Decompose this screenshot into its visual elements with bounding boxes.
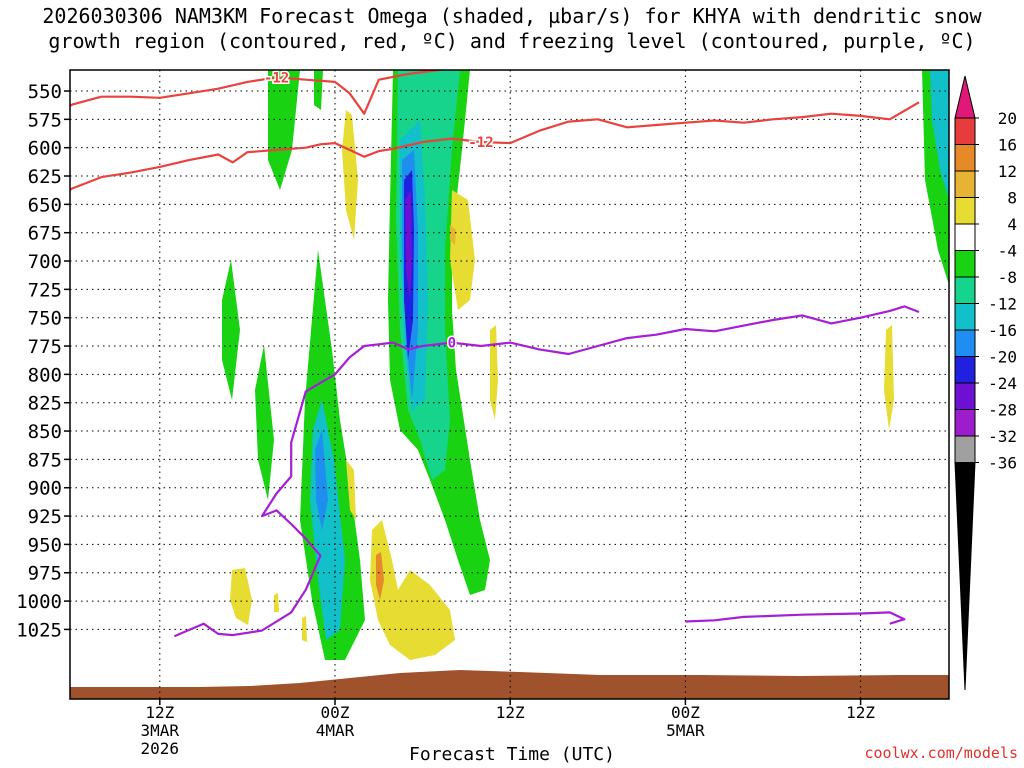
y-tick-label: 875 bbox=[28, 449, 62, 471]
colorbar-band bbox=[954, 197, 976, 225]
contour-label: -12 bbox=[468, 135, 493, 151]
omega-yellow-bubble bbox=[370, 520, 455, 660]
omega-yellow-upper-right bbox=[450, 190, 475, 310]
omega-yellow-far-right bbox=[884, 325, 894, 430]
contour-dgz-lower-12C bbox=[70, 101, 920, 191]
colorbar-label: 20 bbox=[998, 109, 1017, 128]
y-tick-label: 950 bbox=[28, 534, 62, 556]
x-tick-date: 4MAR bbox=[316, 721, 355, 740]
colorbar-band bbox=[954, 356, 976, 384]
y-tick-label: 550 bbox=[28, 81, 62, 103]
y-tick-label: 675 bbox=[28, 223, 62, 245]
y-tick-label: 975 bbox=[28, 563, 62, 585]
contour-freezing-level-0C bbox=[173, 305, 920, 638]
contour-label: 0 bbox=[448, 336, 456, 352]
y-tick-label: 1025 bbox=[16, 619, 62, 641]
colorbar-label: -12 bbox=[988, 295, 1017, 314]
contour-label: -12 bbox=[264, 70, 289, 86]
grid-lines bbox=[70, 70, 949, 699]
y-tick-label: 575 bbox=[28, 109, 62, 131]
y-tick-label: 825 bbox=[28, 393, 62, 415]
colorbar-band bbox=[954, 170, 976, 198]
chart-title-line-2: growth region (contoured, red, ºC) and f… bbox=[48, 29, 976, 53]
colorbar-label: -8 bbox=[998, 268, 1017, 287]
colorbar-band bbox=[954, 276, 976, 304]
y-tick-label: 925 bbox=[28, 506, 62, 528]
x-tick-label: 12Z bbox=[846, 703, 875, 722]
x-tick-label: 00Z bbox=[671, 703, 700, 722]
omega-violet-main-core bbox=[405, 190, 412, 300]
contour-freezing-level-surface bbox=[685, 611, 906, 625]
colorbar-band bbox=[954, 382, 976, 410]
omega-yellow-upper-left bbox=[342, 110, 358, 240]
y-tick-label: 800 bbox=[28, 364, 62, 386]
plot-frame bbox=[69, 69, 950, 700]
colorbar-band bbox=[954, 329, 976, 357]
x-tick-label: 12Z bbox=[145, 703, 174, 722]
colorbar-band bbox=[954, 144, 976, 172]
x-tick-date: 5MAR bbox=[666, 721, 705, 740]
y-axis: 550 575 600 625 650 675 700 725 750 775 800 825 850 8… bbox=[16, 81, 70, 641]
y-tick-label: 750 bbox=[28, 308, 62, 330]
colorbar-label: 8 bbox=[1007, 189, 1017, 208]
y-tick-label: 900 bbox=[28, 478, 62, 500]
y-tick-label: 625 bbox=[28, 166, 62, 188]
y-tick-label: 850 bbox=[28, 421, 62, 443]
colorbar-top-arrow bbox=[954, 75, 976, 119]
colorbar-band bbox=[954, 435, 976, 463]
y-tick-label: 700 bbox=[28, 251, 62, 273]
omega-shading bbox=[222, 70, 949, 660]
contour-lines: -12 -12 0 bbox=[70, 70, 920, 638]
colorbar-bottom-arrow bbox=[954, 462, 976, 691]
chart-title-line-1: 2026030306 NAM3KM Forecast Omega (shaded… bbox=[42, 4, 982, 28]
contour-dgz-upper-12C bbox=[70, 70, 448, 115]
y-tick-label: 725 bbox=[28, 279, 62, 301]
omega-yellow-low-small bbox=[302, 616, 307, 642]
colorbar-band bbox=[954, 250, 976, 278]
colorbar-label: -20 bbox=[988, 348, 1017, 367]
colorbar-band bbox=[954, 117, 976, 145]
omega-green-upper-band bbox=[268, 70, 300, 190]
y-tick-label: 1000 bbox=[16, 591, 62, 613]
colorbar-band bbox=[954, 223, 976, 251]
plot-area: -12 -12 0 bbox=[70, 70, 949, 699]
x-tick-label: 12Z bbox=[496, 703, 525, 722]
colorbar-band bbox=[954, 303, 976, 331]
colorbar-band bbox=[954, 409, 976, 437]
omega-blue-descent-core bbox=[315, 430, 328, 530]
x-axis-title: Forecast Time (UTC) bbox=[409, 744, 615, 765]
omega-yellow-low-small2 bbox=[274, 593, 279, 612]
y-tick-label: 600 bbox=[28, 138, 62, 160]
x-tick-date: 3MAR bbox=[141, 721, 180, 740]
omega-yellow-mid-right bbox=[490, 325, 498, 420]
colorbar-label: 4 bbox=[1007, 215, 1017, 234]
omega-cyan-right-edge bbox=[930, 70, 949, 200]
colorbar-label: -24 bbox=[988, 374, 1017, 393]
x-tick-year: 2026 bbox=[141, 739, 180, 758]
terrain-ground bbox=[70, 670, 949, 699]
credit-text[interactable]: coolwx.com/models bbox=[864, 744, 1018, 762]
x-tick-label: 00Z bbox=[321, 703, 350, 722]
omega-green-col-260 bbox=[255, 345, 274, 500]
omega-yellow-col-352 bbox=[346, 460, 356, 520]
y-tick-label: 775 bbox=[28, 336, 62, 358]
omega-green-left-strip bbox=[222, 260, 240, 400]
colorbar: 20 16 12 8 4 -4 -8 -12 -16 -20 -24 -28 -32 -36 bbox=[954, 75, 1017, 691]
y-tick-label: 650 bbox=[28, 194, 62, 216]
colorbar-label: 16 bbox=[998, 136, 1017, 155]
omega-yellow-left-low bbox=[230, 568, 252, 625]
omega-gold-upper-right bbox=[450, 225, 456, 245]
colorbar-label: -4 bbox=[998, 242, 1017, 261]
omega-green-upper-small bbox=[314, 70, 323, 110]
colorbar-label: -36 bbox=[988, 454, 1017, 473]
colorbar-label: -32 bbox=[988, 427, 1017, 446]
omega-orange-bubble-core bbox=[376, 552, 384, 600]
colorbar-label: -16 bbox=[988, 321, 1017, 340]
colorbar-label: -28 bbox=[988, 401, 1017, 420]
colorbar-label: 12 bbox=[998, 162, 1017, 181]
